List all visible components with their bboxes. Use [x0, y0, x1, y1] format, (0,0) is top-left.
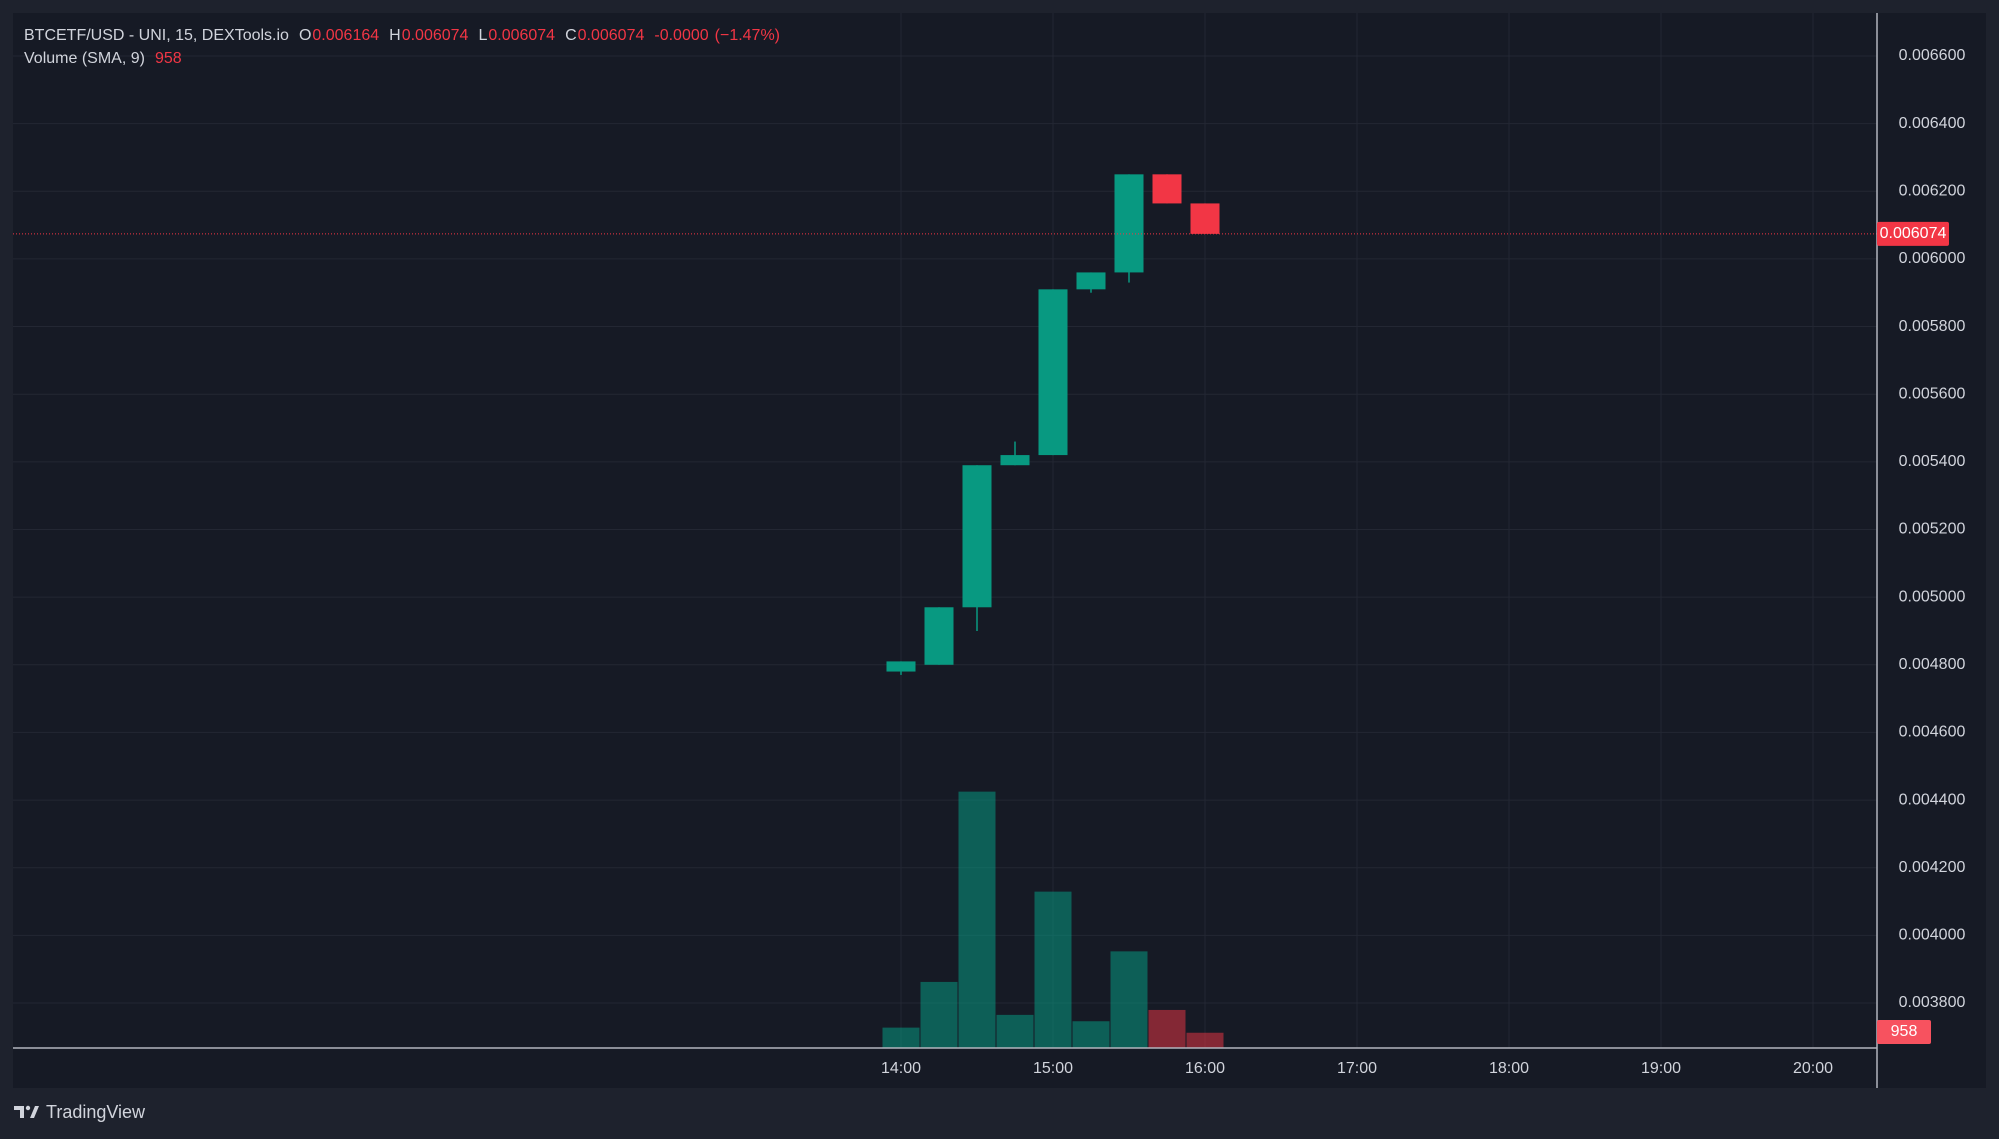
volume-bar	[920, 981, 958, 1048]
volume-bar	[882, 1027, 920, 1048]
candle-body	[1190, 203, 1220, 234]
footer-logo	[14, 1105, 39, 1118]
y-tick-label: 0.006000	[1899, 250, 1966, 267]
candle-body	[1152, 174, 1182, 204]
volume-bar	[1110, 951, 1148, 1048]
y-tick-label: 0.005600	[1899, 385, 1966, 402]
chart-title: BTCETF/USD - UNI, 15, DEXTools.io	[24, 27, 289, 44]
candle-body	[886, 661, 916, 672]
volume-bar	[1148, 1009, 1186, 1048]
marks	[13, 174, 1877, 1048]
y-tick-label: 0.004600	[1899, 724, 1966, 741]
x-tick-label: 20:00	[1793, 1060, 1833, 1077]
last-price-badge	[1877, 221, 1949, 246]
legend-key: L	[478, 27, 487, 44]
x-tick-label: 16:00	[1185, 1060, 1225, 1077]
x-tick-label: 15:00	[1033, 1060, 1073, 1077]
x-tick-label: 18:00	[1489, 1060, 1529, 1077]
x-tick-label: 17:00	[1337, 1060, 1377, 1077]
grid	[13, 13, 1877, 1048]
volume-badge	[1877, 1020, 1931, 1044]
volume-label: 958	[1891, 1023, 1918, 1040]
legend-key: C	[565, 27, 577, 44]
y-tick-label: 0.005200	[1899, 521, 1966, 538]
legend-value: 0.006074	[578, 27, 645, 44]
candle-body	[1038, 289, 1068, 456]
candle-body	[1114, 174, 1144, 273]
labels: 0.003800 0.004000 0.004200 0.004400 0.004600…	[155, 27, 1966, 1077]
legend-key: H	[389, 27, 401, 44]
y-tick-label: 0.004000	[1899, 927, 1966, 944]
y-tick-label: 0.006600	[1899, 47, 1966, 64]
legend-value: 0.006074	[488, 27, 555, 44]
volume-bar	[996, 1014, 1034, 1048]
y-tick-label: 0.005400	[1899, 453, 1966, 470]
volume-bar	[1072, 1021, 1110, 1048]
y-tick-label: 0.006200	[1899, 182, 1966, 199]
candle-body	[962, 465, 992, 608]
y-tick-label: 0.006400	[1899, 115, 1966, 132]
last-price-label: 0.006074	[1880, 225, 1947, 242]
y-tick-label: 0.004400	[1899, 791, 1966, 808]
x-tick-label: 14:00	[881, 1060, 921, 1077]
plot-background	[13, 13, 1986, 1088]
x-tick-label: 19:00	[1641, 1060, 1681, 1077]
y-tick-label: 0.005800	[1899, 318, 1966, 335]
legend-value: 0.006164	[312, 27, 379, 44]
legend-key: O	[299, 27, 311, 44]
candle-body	[1076, 272, 1106, 290]
y-tick-label: 0.003800	[1899, 994, 1966, 1011]
volume-bar	[1186, 1032, 1224, 1048]
legend-change-percent: (−1.47%)	[715, 27, 780, 44]
volume-legend-value: 958	[155, 50, 182, 67]
volume-name: Volume (SMA, 9)	[24, 50, 145, 67]
footer-brand: TradingView	[46, 1102, 146, 1122]
y-tick-label: 0.004800	[1899, 656, 1966, 673]
y-tick-label: 0.005000	[1899, 588, 1966, 605]
candle-body	[924, 607, 954, 665]
candle-body	[1000, 455, 1030, 466]
volume-bar	[958, 791, 996, 1048]
y-tick-label: 0.004200	[1899, 859, 1966, 876]
legend-change: -0.0000	[654, 27, 708, 44]
volume-bar	[1034, 891, 1072, 1048]
legend-value: 0.006074	[402, 27, 469, 44]
